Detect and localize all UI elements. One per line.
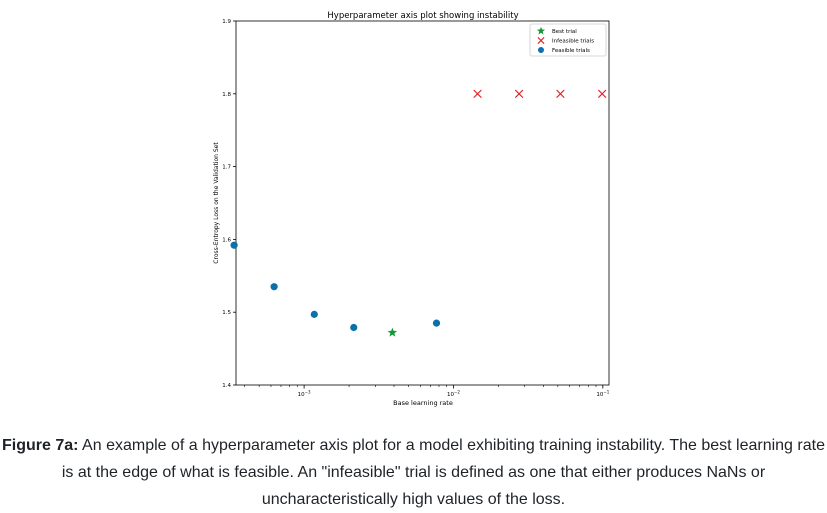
cross-stroke	[515, 89, 524, 98]
infeasible-trials-point	[598, 89, 607, 98]
cross-stroke	[556, 89, 565, 98]
y-tick-label: 1.6	[222, 237, 231, 243]
x-axis: 10−3 10−2 10−1	[244, 385, 610, 399]
cross-stroke	[537, 37, 545, 44]
caption-text: An example of a hyperparameter axis plot…	[61, 437, 825, 508]
chart-title: Hyperparameter axis plot showing instabi…	[327, 11, 518, 21]
legend-label: Infeasible trials	[552, 39, 594, 45]
y-axis: 1.4 1.5 1.6 1.7 1.8 1.9	[222, 19, 236, 389]
feasible-trials-point	[350, 323, 358, 332]
feasible-trials-point	[230, 241, 238, 249]
infeasible-trials-point	[473, 89, 482, 98]
infeasible-trials-point	[556, 89, 565, 98]
legend-label: Feasible trials	[552, 48, 590, 54]
y-axis-label: Cross-Entropy Loss on the Validation Set	[213, 142, 220, 264]
best-trial-point	[387, 327, 398, 337]
figure-caption: Figure 7a: An example of a hyperparamete…	[0, 432, 827, 513]
feasible-trials-point	[270, 283, 278, 291]
y-tick-label: 1.4	[222, 383, 231, 389]
data-points	[230, 89, 607, 337]
legend-box	[529, 23, 607, 57]
x-tick-label: 10−1	[596, 390, 609, 399]
legend-marker	[536, 26, 546, 35]
y-tick-label: 1.8	[222, 92, 231, 98]
legend: Best trial Infeasible trials Feasible tria…	[529, 23, 607, 57]
x-tick-label: 10−2	[447, 390, 460, 399]
y-tick-label: 1.9	[222, 19, 231, 25]
plot-area-frame	[235, 20, 610, 386]
x-axis-label: Base learning rate	[393, 399, 453, 407]
caption-label: Figure 7a:	[2, 437, 79, 454]
legend-marker	[537, 37, 545, 44]
feasible-trials-point	[432, 319, 441, 327]
legend-marker	[538, 47, 544, 53]
y-tick-label: 1.5	[222, 310, 231, 316]
feasible-trials-point	[310, 310, 318, 318]
cross-stroke	[473, 89, 482, 98]
legend-label: Best trial	[552, 29, 577, 35]
hyperparameter-axis-plot: Hyperparameter axis plot showing instabi…	[213, 11, 610, 407]
x-tick-label: 10−3	[298, 390, 311, 399]
infeasible-trials-point	[515, 89, 524, 98]
y-tick-label: 1.7	[222, 165, 231, 171]
cross-stroke	[598, 89, 607, 98]
